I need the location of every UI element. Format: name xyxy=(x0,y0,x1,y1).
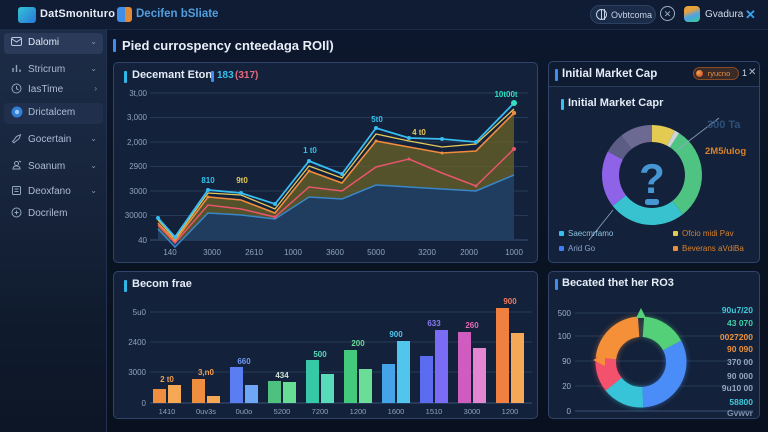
svg-text:300 Ta: 300 Ta xyxy=(707,119,741,131)
svg-text:140: 140 xyxy=(163,248,177,257)
svg-text:3,n0: 3,n0 xyxy=(198,368,215,377)
svg-text:370 00: 370 00 xyxy=(727,357,753,367)
svg-text:633: 633 xyxy=(427,319,441,328)
svg-text:3200: 3200 xyxy=(418,248,436,257)
svg-text:5200: 5200 xyxy=(274,407,291,416)
svg-text:0: 0 xyxy=(567,407,572,416)
svg-text:2 t0: 2 t0 xyxy=(160,375,174,384)
svg-text:1510: 1510 xyxy=(426,407,443,416)
svg-text:2900: 2900 xyxy=(129,162,147,171)
svg-text:0u0o: 0u0o xyxy=(236,407,253,416)
svg-text:Saecmrfamo: Saecmrfamo xyxy=(568,229,614,238)
svg-text:3000: 3000 xyxy=(203,248,221,257)
svg-text:3600: 3600 xyxy=(326,248,344,257)
svg-text:Ofcio midi Pav: Ofcio midi Pav xyxy=(682,229,734,238)
svg-text:3000: 3000 xyxy=(129,187,147,196)
svg-text:500: 500 xyxy=(558,309,572,318)
svg-text:4 t0: 4 t0 xyxy=(412,128,426,137)
svg-text:3,000: 3,000 xyxy=(127,113,148,122)
svg-text:9t0: 9t0 xyxy=(236,176,248,185)
svg-text:2610: 2610 xyxy=(245,248,263,257)
svg-text:5t0: 5t0 xyxy=(371,115,383,124)
svg-text:90 000: 90 000 xyxy=(727,371,753,381)
svg-text:1200: 1200 xyxy=(350,407,367,416)
svg-text:1600: 1600 xyxy=(388,407,405,416)
svg-text:5u0: 5u0 xyxy=(133,308,147,317)
svg-text:7200: 7200 xyxy=(312,407,329,416)
svg-text:5000: 5000 xyxy=(367,248,385,257)
svg-text:1000: 1000 xyxy=(505,248,523,257)
svg-text:40: 40 xyxy=(138,236,147,245)
svg-text:9u10 00: 9u10 00 xyxy=(722,383,753,393)
svg-text:1000: 1000 xyxy=(284,248,302,257)
svg-text:3000: 3000 xyxy=(128,368,146,377)
svg-text:90 090: 90 090 xyxy=(727,344,753,354)
svg-text:90: 90 xyxy=(562,357,571,366)
svg-text:3000: 3000 xyxy=(464,407,481,416)
svg-text:2,000: 2,000 xyxy=(127,138,148,147)
svg-text:2000: 2000 xyxy=(460,248,478,257)
svg-text:10t00t: 10t00t xyxy=(494,90,517,99)
svg-text:2400: 2400 xyxy=(128,338,146,347)
svg-text:58800: 58800 xyxy=(729,397,753,407)
svg-text:0027200: 0027200 xyxy=(720,332,753,342)
svg-text:0uv3s: 0uv3s xyxy=(196,407,216,416)
svg-text:500: 500 xyxy=(313,350,327,359)
svg-text:0: 0 xyxy=(142,399,147,408)
svg-text:20: 20 xyxy=(562,382,571,391)
svg-text:260: 260 xyxy=(465,321,479,330)
svg-text:?: ? xyxy=(639,155,665,202)
svg-text:100: 100 xyxy=(558,332,572,341)
svg-text:3t,00: 3t,00 xyxy=(129,89,147,98)
svg-text:810: 810 xyxy=(201,176,215,185)
svg-text:900: 900 xyxy=(389,330,403,339)
svg-text:30000: 30000 xyxy=(125,211,148,220)
svg-text:434: 434 xyxy=(275,371,289,380)
svg-text:660: 660 xyxy=(237,357,251,366)
svg-text:2M5/ulog: 2M5/ulog xyxy=(705,146,746,157)
svg-text:900: 900 xyxy=(503,297,517,306)
svg-text:200: 200 xyxy=(351,339,365,348)
svg-text:1410: 1410 xyxy=(159,407,176,416)
svg-text:1 t0: 1 t0 xyxy=(303,146,317,155)
svg-text:Beverans aVdiBa: Beverans aVdiBa xyxy=(682,244,744,253)
svg-text:1200: 1200 xyxy=(502,407,519,416)
svg-text:90u7/20: 90u7/20 xyxy=(722,305,753,315)
svg-text:Gvwvr: Gvwvr xyxy=(727,408,754,418)
svg-text:43 070: 43 070 xyxy=(727,318,753,328)
svg-text:Arid Go: Arid Go xyxy=(568,244,596,253)
